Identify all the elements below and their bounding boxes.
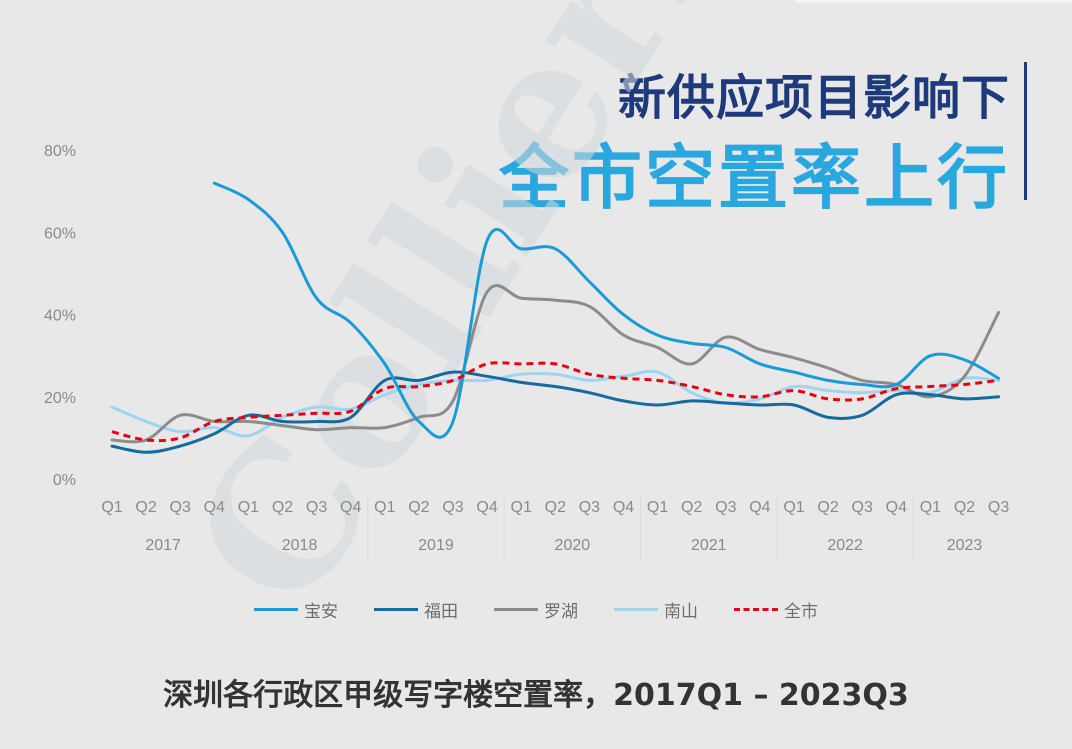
legend-label: 南山 (664, 602, 698, 622)
x-tick-label: Q4 (476, 499, 497, 516)
series-line-全市 (111, 361, 999, 443)
legend-label: 宝安 (304, 602, 338, 622)
x-tick-label: Q1 (101, 499, 122, 516)
x-tick-label: Q3 (715, 499, 736, 516)
series-line-罗湖 (110, 284, 1001, 444)
x-tick-label: Q3 (852, 499, 873, 516)
x-tick-label: Q3 (170, 499, 191, 516)
x-tick-label: Q2 (954, 499, 975, 516)
top-strip (795, 0, 1072, 3)
x-tick-label: Q2 (817, 499, 838, 516)
legend-label: 福田 (424, 602, 458, 622)
legend-swatch (614, 608, 658, 611)
x-tick-label: Q3 (306, 499, 327, 516)
x-tick-label: Q2 (681, 499, 702, 516)
year-label: 2017 (145, 537, 181, 554)
x-tick-label: Q1 (238, 499, 259, 516)
chart-caption: 深圳各行政区甲级写字楼空置率，2017Q1 – 2023Q3 (163, 678, 909, 713)
legend-swatch (494, 608, 538, 611)
legend-item: 全市 (734, 597, 818, 622)
y-tick-label: 40% (44, 308, 76, 325)
x-tick-label: Q4 (204, 499, 225, 516)
legend-label: 全市 (784, 602, 818, 622)
series-line-南山 (110, 369, 1001, 438)
x-tick-label: Q1 (647, 499, 668, 516)
headline-line-2: 全市空置率上行 (499, 137, 1010, 219)
line-chart: Colliers 0%20%40%60%80% Q1 Q2 Q3 Q4 Q1 Q2 Q3 Q4… (44, 0, 1009, 600)
x-tick-label: Q2 (272, 499, 293, 516)
headline-line-1: 新供应项目影响下 (617, 70, 1010, 126)
series-line-福田 (110, 370, 1001, 454)
legend-item: 罗湖 (494, 597, 578, 622)
y-axis: 0% 20% 40% 60% 80% (44, 143, 76, 489)
x-tick-label: Q4 (886, 499, 907, 516)
x-tick-label: Q3 (579, 499, 600, 516)
legend-swatch (374, 608, 418, 611)
year-label: 2023 (947, 537, 983, 554)
x-tick-label: Q2 (545, 499, 566, 516)
year-label: 2021 (691, 537, 727, 554)
year-label: 2022 (827, 537, 863, 554)
x-tick-label: Q1 (374, 499, 395, 516)
x-tick-label: Q3 (442, 499, 463, 516)
y-tick-label: 0% (53, 472, 76, 489)
x-tick-label: Q1 (920, 499, 941, 516)
x-tick-label: Q4 (749, 499, 770, 516)
y-tick-label: 60% (44, 225, 76, 242)
x-tick-label: Q2 (135, 499, 156, 516)
x-tick-label: Q4 (613, 499, 634, 516)
legend-item: 南山 (614, 597, 698, 622)
series-line-宝安 (212, 181, 1001, 439)
x-axis: Q1 Q2 Q3 Q4 Q1 Q2 Q3 Q4 Q1 Q2 Q3 Q4 Q1 Q2 Q3 Q4 Q1 Q2 Q3 Q4… (101, 495, 1009, 560)
y-tick-label: 20% (44, 390, 76, 407)
x-tick-label: Q3 (988, 499, 1009, 516)
series-group (110, 181, 1001, 454)
legend-label: 罗湖 (544, 602, 578, 622)
x-tick-label: Q1 (511, 499, 532, 516)
x-tick-label: Q4 (340, 499, 361, 516)
legend-swatch (734, 608, 778, 611)
x-tick-label: Q1 (783, 499, 804, 516)
legend-swatch (254, 608, 298, 611)
legend: 宝安 福田 罗湖 南山 全市 (0, 597, 1072, 622)
year-label: 2020 (555, 537, 591, 554)
headline-accent-bar (1024, 62, 1027, 200)
x-tick-label: Q2 (408, 499, 429, 516)
year-label: 2019 (418, 537, 454, 554)
legend-item: 宝安 (254, 597, 338, 622)
legend-item: 福田 (374, 597, 458, 622)
y-tick-label: 80% (44, 143, 76, 160)
year-label: 2018 (282, 537, 318, 554)
